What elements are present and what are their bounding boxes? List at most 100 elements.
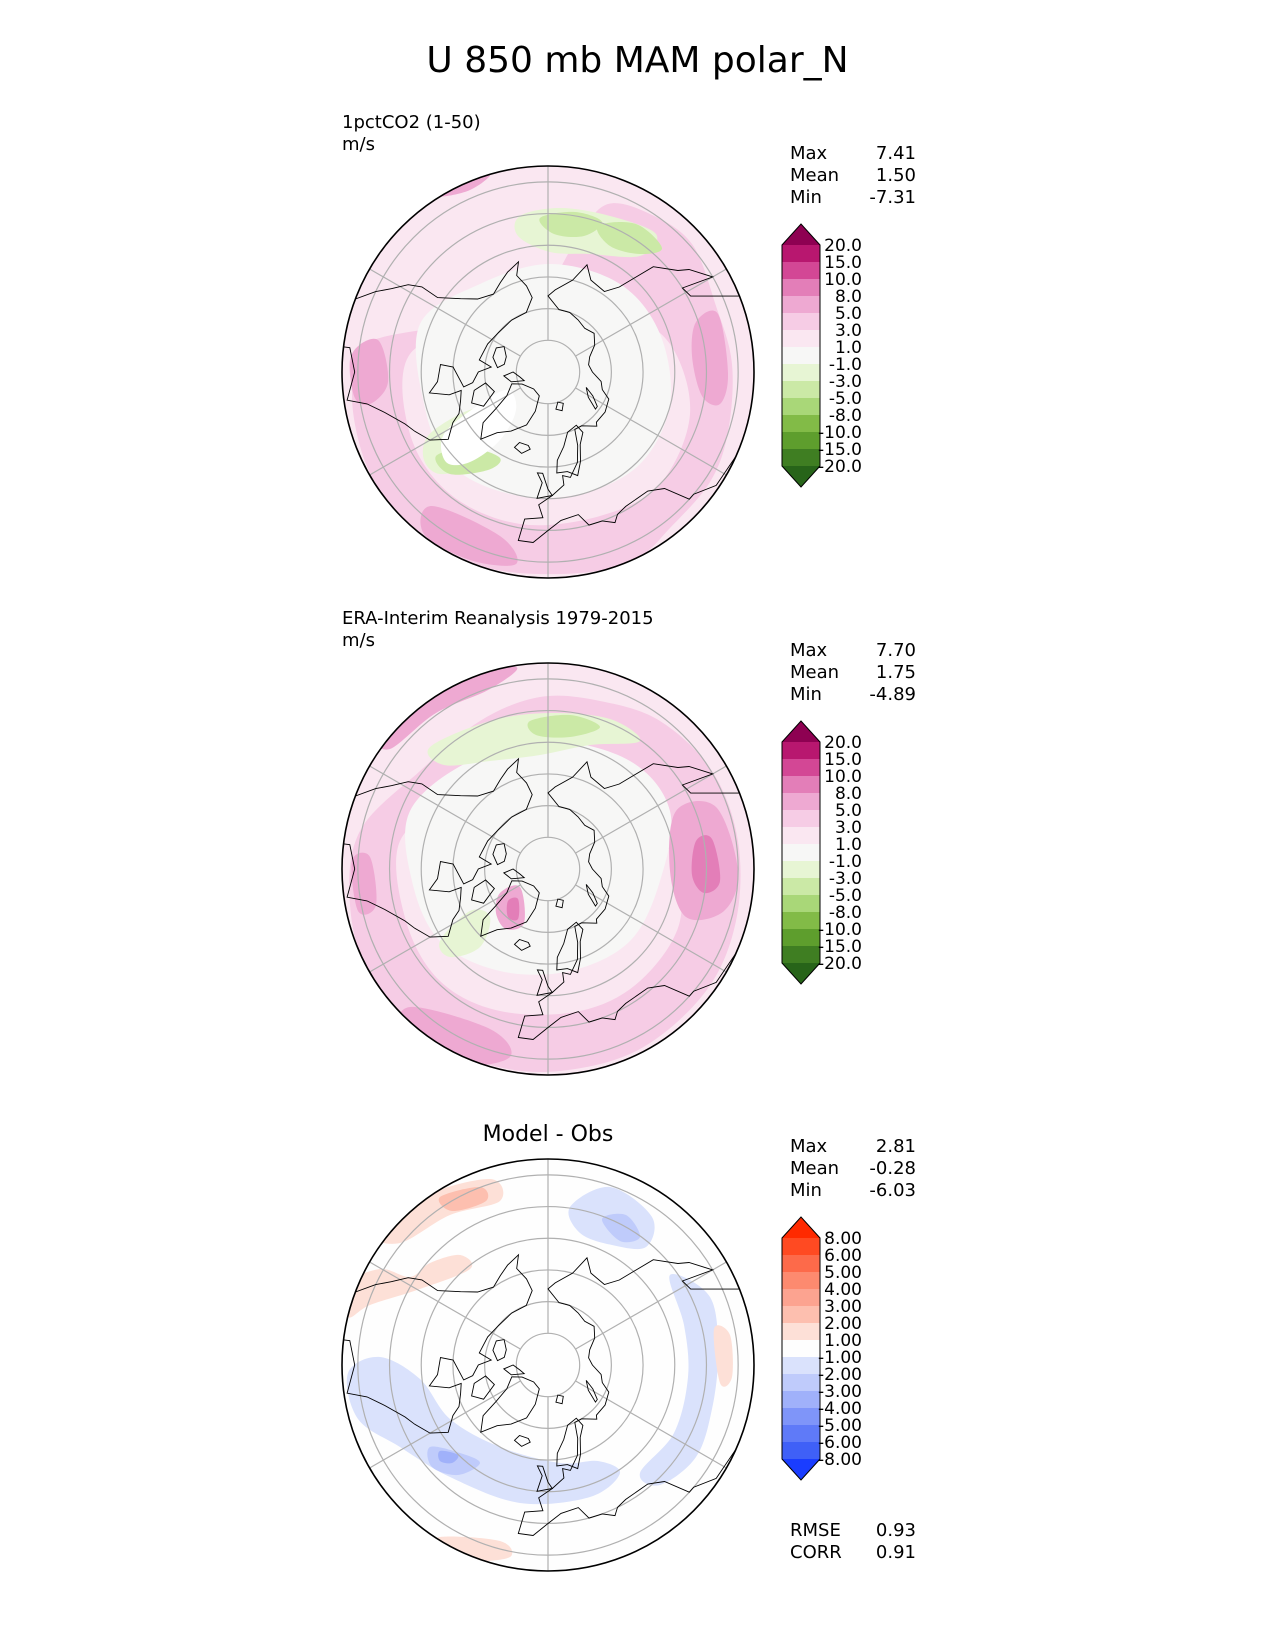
colorbar-swatch	[782, 347, 820, 365]
polar-map-model	[341, 165, 755, 579]
colorbar-tick-label: -3.0	[829, 372, 862, 392]
colorbar-tick-label: 1.0	[835, 835, 862, 855]
colorbar-swatch	[782, 1357, 820, 1375]
panel-model-stats: Max 7.41 Mean 1.50 Min -7.31	[790, 143, 916, 209]
stat-label: Min	[790, 684, 822, 705]
colorbar-swatch	[782, 1425, 820, 1443]
coastline	[585, 387, 598, 410]
colorbar-tick-label: 2.00	[824, 1314, 862, 1334]
colorbar-tick-label: -3.0	[829, 869, 862, 889]
colorbar-tick-label: -8.00	[818, 1450, 862, 1470]
colorbar-swatch	[782, 330, 820, 348]
colorbar-swatch	[782, 759, 820, 777]
colorbar-extend-bottom	[782, 1459, 820, 1480]
panel-obs-name: ERA-Interim Reanalysis 1979-2015	[342, 608, 654, 629]
colorbar-tick-label: -10.0	[818, 920, 862, 940]
colorbar-tick-label: -1.00	[818, 1348, 862, 1368]
stat-label: Min	[790, 187, 822, 208]
colorbar-tick-label: -1.0	[829, 355, 862, 375]
stat-value: 0.93	[875, 1520, 916, 1541]
colorbar-swatch	[782, 1255, 820, 1273]
contour-region	[346, 1356, 621, 1505]
colorbar-tick-label: -4.00	[818, 1399, 862, 1419]
colorbar-tick-label: 3.0	[835, 818, 862, 838]
coastline	[502, 868, 526, 880]
coastline	[480, 1376, 540, 1433]
panel-model-title: 1pctCO2 (1-50) m/s	[342, 112, 481, 156]
colorbar-swatch	[782, 844, 820, 862]
coastline	[513, 1434, 531, 1447]
colorbar-extend-top	[782, 224, 820, 245]
colorbar-outline	[781, 1216, 821, 1481]
colorbar-swatch	[782, 1306, 820, 1324]
contour-region	[601, 1213, 641, 1243]
colorbar-tick-label: -20.0	[818, 954, 862, 974]
colorbar-swatch	[782, 929, 820, 947]
colorbar-tick-label: -5.0	[829, 389, 862, 409]
colorbar-tick-label: 15.0	[824, 750, 862, 770]
colorbar-swatch	[782, 1374, 820, 1392]
colorbar-tick-label: 1.00	[824, 1331, 862, 1351]
field-layer	[342, 1159, 754, 1571]
colorbar-tick-label: 8.00	[824, 1229, 862, 1249]
coastline	[492, 1339, 507, 1362]
colorbar-tick-label: 8.0	[835, 784, 862, 804]
colorbar-swatch	[782, 415, 820, 433]
contour-region	[713, 1325, 733, 1387]
coastline	[471, 1375, 495, 1400]
colorbar-tick-label: -20.0	[818, 457, 862, 477]
contour-region	[506, 897, 520, 921]
panel-obs-title: ERA-Interim Reanalysis 1979-2015 m/s	[342, 608, 654, 652]
contour-region	[691, 310, 729, 406]
coastline	[536, 969, 554, 996]
stat-label: Mean	[790, 165, 840, 186]
field-layer	[342, 663, 754, 1075]
coastline	[555, 1394, 564, 1405]
contour-region	[439, 909, 491, 958]
colorbar-extend-bottom	[782, 466, 820, 487]
colorbar-swatch	[782, 296, 820, 314]
polar-map-diff	[341, 1158, 755, 1572]
colorbar-swatch	[782, 1442, 820, 1460]
field-layer	[342, 166, 754, 578]
colorbar-model: 20.015.010.08.05.03.01.0-1.0-3.0-5.0-8.0…	[781, 223, 862, 488]
longitude-gridline	[575, 268, 727, 357]
coastline	[492, 843, 507, 866]
colorbar-swatch	[782, 946, 820, 964]
colorbar-swatch	[782, 827, 820, 845]
stat-value: -4.89	[869, 684, 916, 705]
colorbar-swatch	[782, 1391, 820, 1409]
stat-value: -0.28	[869, 1158, 916, 1179]
longitude-gridline	[369, 884, 521, 973]
colorbar-swatch	[782, 1238, 820, 1256]
colorbar-tick-label: -8.0	[829, 406, 862, 426]
colorbar-extend-top	[782, 1217, 820, 1238]
longitude-gridline	[369, 765, 521, 854]
panel-obs-stats: Max 7.70 Mean 1.75 Min -4.89	[790, 640, 916, 706]
coastline	[342, 757, 533, 938]
stat-label: Mean	[790, 1158, 840, 1179]
contour-region	[527, 714, 600, 738]
colorbar-swatch	[782, 313, 820, 331]
colorbar-tick-label: 6.00	[824, 1246, 862, 1266]
polar-map-obs	[341, 662, 755, 1076]
colorbar-tick-label: -10.0	[818, 423, 862, 443]
colorbar-tick-label: 3.0	[835, 321, 862, 341]
colorbar-tick-label: 5.0	[835, 304, 862, 324]
coastline	[536, 1465, 554, 1492]
coastline	[555, 401, 564, 412]
coastline	[471, 382, 495, 407]
colorbar-swatch	[782, 776, 820, 794]
longitude-gridline	[575, 884, 727, 973]
colorbar-tick-label: -5.00	[818, 1416, 862, 1436]
contour-region	[440, 389, 517, 466]
map-boundary	[341, 165, 755, 579]
colorbar-tick-label: 3.00	[824, 1297, 862, 1317]
colorbar-swatch	[782, 1340, 820, 1358]
longitude-gridline	[369, 1261, 521, 1350]
colorbar-swatch	[782, 398, 820, 416]
figure-title: U 850 mb MAM polar_N	[426, 40, 849, 81]
longitude-gridline	[369, 387, 521, 476]
coastline	[585, 884, 598, 907]
stat-value: 1.75	[875, 662, 916, 683]
